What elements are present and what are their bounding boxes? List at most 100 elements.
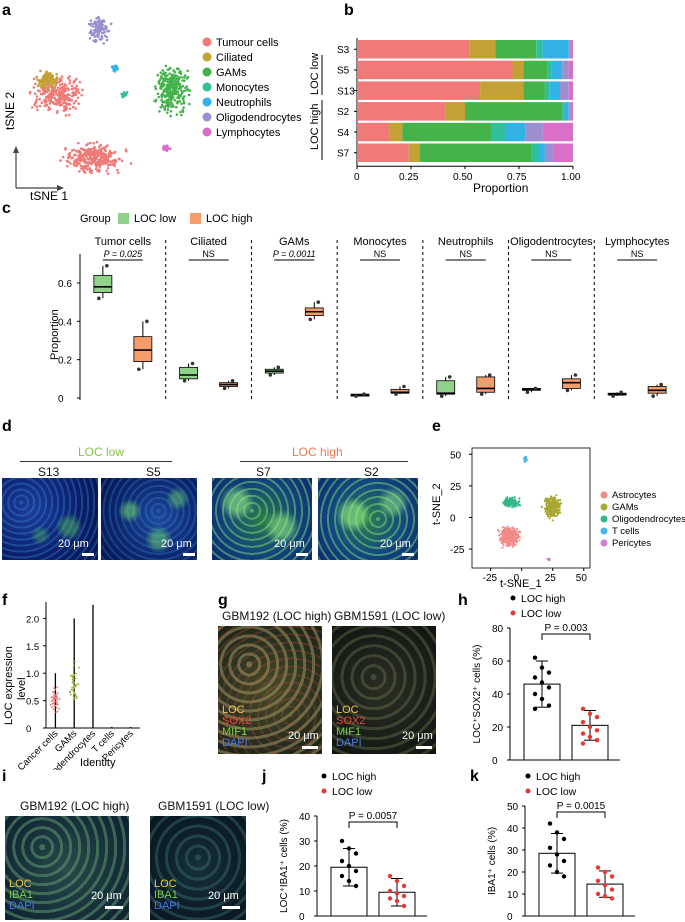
violin-point xyxy=(52,696,54,698)
tsne-point xyxy=(51,82,54,85)
tsne-point xyxy=(48,102,52,105)
tsne-point xyxy=(166,74,169,77)
micrograph-d-s5: 20 μm xyxy=(101,478,197,560)
data-point xyxy=(387,888,393,894)
tsne-point xyxy=(61,85,64,89)
tsne-point xyxy=(513,528,516,531)
tsne-point xyxy=(162,105,165,108)
tsne-point xyxy=(157,95,161,99)
tsne-point xyxy=(505,500,508,503)
stacked-bar-segment xyxy=(445,102,465,121)
stacked-bar-segment xyxy=(480,81,524,100)
legend-dot-icon xyxy=(600,515,608,523)
tsne-point xyxy=(170,94,173,98)
tsne-point xyxy=(163,83,166,86)
tsne-point xyxy=(499,533,503,536)
tsne-point xyxy=(89,22,93,26)
tsne-point xyxy=(105,38,109,42)
stacked-bar-segment xyxy=(542,40,569,59)
tsne-point xyxy=(549,510,552,513)
tsne-point xyxy=(53,96,57,100)
tsne-point xyxy=(169,114,172,118)
legend-dot-icon xyxy=(600,503,608,511)
data-point xyxy=(587,711,593,716)
tsne-point xyxy=(545,498,548,501)
data-point xyxy=(547,845,553,850)
tsne-point xyxy=(553,502,556,505)
tsne-point xyxy=(161,69,164,72)
violin-point xyxy=(56,692,59,694)
tsne-point xyxy=(72,105,75,109)
box-point xyxy=(525,390,530,395)
i-title-left: GBM192 (LOC high) xyxy=(20,799,130,813)
data-point xyxy=(547,821,553,826)
tsne-point xyxy=(40,101,43,104)
violin-point xyxy=(52,687,55,689)
legend-entry: Astrocytes xyxy=(612,490,657,501)
data-point xyxy=(532,675,538,680)
d-group-low-line xyxy=(20,461,172,462)
data-point xyxy=(580,731,586,736)
data-point xyxy=(353,883,359,889)
tsne-point xyxy=(179,86,182,90)
data-point xyxy=(547,863,553,868)
box-point xyxy=(137,367,141,372)
box-point xyxy=(105,263,109,268)
box-iqr xyxy=(562,378,581,389)
tsne-point xyxy=(54,90,58,94)
tsne-point xyxy=(188,102,191,106)
data-point xyxy=(532,655,538,660)
box-point xyxy=(402,384,406,389)
c-legend-high-swatch xyxy=(190,213,201,224)
tsne-scatter-points xyxy=(28,15,191,176)
box-point xyxy=(145,319,149,324)
legend-entry: Pericytes xyxy=(612,538,651,549)
legend-dot-icon xyxy=(202,112,212,122)
c-ytick-label: 0 xyxy=(58,394,64,405)
tsne-point xyxy=(113,65,117,68)
b-category-label: S5 xyxy=(337,66,350,77)
tsne-point xyxy=(58,83,62,87)
c-p-label: NS xyxy=(202,249,215,259)
b-x-label: Proportion xyxy=(473,181,528,195)
tsne-point xyxy=(506,525,509,528)
micrograph-g-gbm192: LOC SOX2 MIF1 DAPI 20 μm xyxy=(218,626,322,754)
e-ytick-label: 0 xyxy=(450,513,456,524)
stacked-bar-segment xyxy=(495,40,537,59)
tsne-point xyxy=(557,499,560,502)
d-sample-s13: S13 xyxy=(38,465,60,479)
tsne-point xyxy=(79,147,83,150)
tsne-point xyxy=(506,543,509,546)
tsne-point xyxy=(177,83,181,86)
tsne-point xyxy=(35,105,39,108)
stacked-bar-segment xyxy=(357,40,470,59)
tsne-point xyxy=(518,497,521,500)
d-scale-text: 20 μm xyxy=(161,538,192,550)
tsne-point xyxy=(508,527,511,530)
data-point xyxy=(346,863,352,869)
tsne-point xyxy=(38,104,42,108)
tsne-point xyxy=(508,504,511,508)
tsne-point xyxy=(106,156,110,159)
tsne-point xyxy=(72,101,76,105)
tsne-point xyxy=(559,499,562,502)
tsne-point xyxy=(511,538,514,541)
bar-ytick-label: 20 xyxy=(507,868,519,879)
tsne-point xyxy=(505,541,508,544)
scale-bar xyxy=(416,746,432,749)
box-point xyxy=(619,390,623,395)
legend-dot-icon xyxy=(600,527,608,535)
tsne-point xyxy=(166,92,170,95)
stacked-bar-segment xyxy=(547,60,552,80)
tsne-point xyxy=(96,29,99,32)
stacked-bar-segment xyxy=(544,143,554,162)
tsne-point xyxy=(87,152,91,156)
tsne-point xyxy=(59,97,62,100)
tsne-point xyxy=(168,81,171,85)
violin-point xyxy=(50,700,53,703)
panel-f-label: f xyxy=(2,592,8,609)
stacked-bar-segment xyxy=(538,143,545,162)
tsne-point xyxy=(164,104,168,107)
violin-point xyxy=(70,693,72,696)
tsne-point xyxy=(46,96,49,99)
